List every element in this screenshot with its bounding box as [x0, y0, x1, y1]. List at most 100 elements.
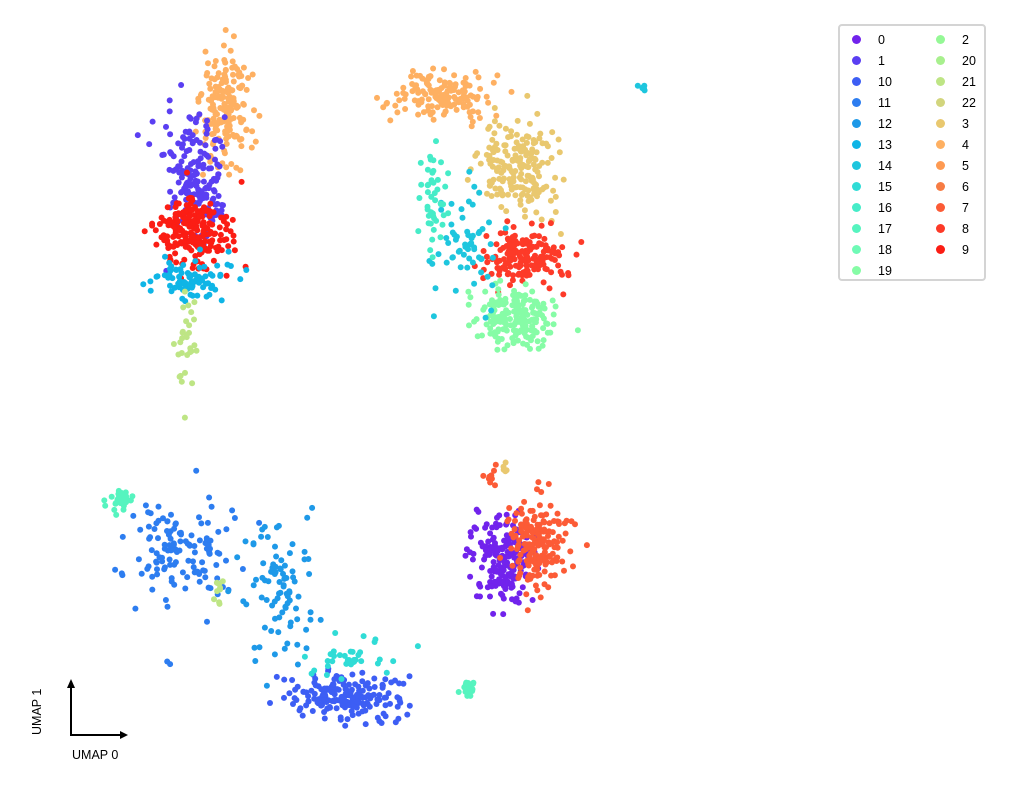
data-point [490, 331, 497, 338]
data-point [118, 570, 125, 577]
data-point [467, 92, 474, 99]
data-point [536, 555, 543, 562]
data-point [318, 702, 325, 709]
data-point [537, 130, 544, 137]
data-point [513, 139, 520, 146]
data-point [518, 510, 525, 517]
data-point [206, 494, 213, 501]
data-point [489, 254, 496, 261]
data-point [438, 159, 444, 166]
data-point [194, 292, 201, 299]
data-point [182, 184, 189, 191]
data-point [135, 556, 142, 563]
data-point [207, 158, 214, 165]
data-point [429, 236, 436, 243]
data-point [502, 225, 509, 232]
data-point [172, 250, 179, 257]
data-point [639, 85, 646, 92]
data-point [130, 512, 137, 519]
data-point [176, 163, 183, 170]
data-point [231, 63, 238, 70]
data-point [193, 115, 200, 122]
data-point [540, 279, 547, 286]
data-point [243, 601, 250, 608]
data-point [263, 597, 270, 603]
data-point [523, 262, 530, 269]
data-point [219, 578, 226, 585]
data-point [191, 342, 198, 349]
data-point [208, 239, 215, 246]
data-point [522, 281, 529, 288]
data-point [215, 84, 222, 90]
legend-entry: 11 [850, 92, 934, 113]
data-point [146, 535, 153, 542]
data-point [534, 540, 541, 547]
data-point [494, 314, 501, 321]
cluster-13-points [140, 246, 250, 305]
data-point [517, 197, 524, 204]
data-point [466, 255, 473, 262]
data-point [517, 551, 524, 558]
data-point [448, 85, 455, 92]
data-point [457, 264, 464, 271]
data-point [272, 569, 279, 576]
data-point [281, 676, 288, 683]
data-point [172, 214, 179, 221]
data-point [490, 176, 497, 183]
data-point [202, 273, 209, 280]
data-point [362, 721, 369, 728]
data-point [189, 380, 196, 387]
legend-entry: 10 [850, 71, 934, 92]
data-point [152, 227, 159, 234]
data-point [284, 640, 291, 647]
data-point [217, 271, 224, 278]
data-point [487, 241, 494, 248]
data-point [292, 686, 299, 693]
data-point [182, 369, 188, 376]
data-point [548, 269, 555, 276]
data-point [526, 271, 533, 278]
data-point [490, 610, 497, 617]
legend-label: 7 [962, 200, 969, 215]
data-point [415, 101, 422, 108]
data-point [181, 279, 188, 285]
data-point [493, 112, 500, 119]
data-point [476, 254, 482, 261]
legend-label: 19 [878, 263, 892, 278]
data-point [548, 255, 555, 262]
legend-entry: 7 [934, 197, 990, 218]
data-point [200, 284, 207, 291]
data-point [223, 135, 230, 142]
data-point [430, 213, 437, 219]
data-point [401, 95, 408, 102]
data-point [281, 645, 288, 652]
data-point [101, 497, 108, 504]
data-point [321, 709, 328, 715]
data-point [211, 94, 218, 101]
data-point [409, 81, 416, 87]
data-point [455, 248, 462, 255]
data-point [219, 143, 226, 150]
data-point [482, 552, 489, 559]
data-point [518, 176, 525, 183]
data-point [491, 578, 498, 585]
data-point [206, 548, 213, 555]
data-point [134, 132, 141, 139]
data-point [404, 711, 411, 718]
data-point [432, 197, 439, 204]
data-point [217, 231, 224, 238]
data-point [503, 208, 510, 215]
legend-marker [936, 161, 945, 170]
data-point [142, 502, 149, 509]
data-point [127, 497, 134, 504]
data-point [453, 233, 460, 240]
data-point [213, 136, 220, 143]
legend-label: 11 [878, 95, 891, 110]
data-point [234, 103, 241, 110]
data-point [251, 644, 258, 651]
data-point [518, 521, 525, 528]
data-point [409, 68, 416, 74]
data-point [200, 229, 207, 236]
data-point [376, 692, 383, 698]
data-point [193, 182, 200, 189]
